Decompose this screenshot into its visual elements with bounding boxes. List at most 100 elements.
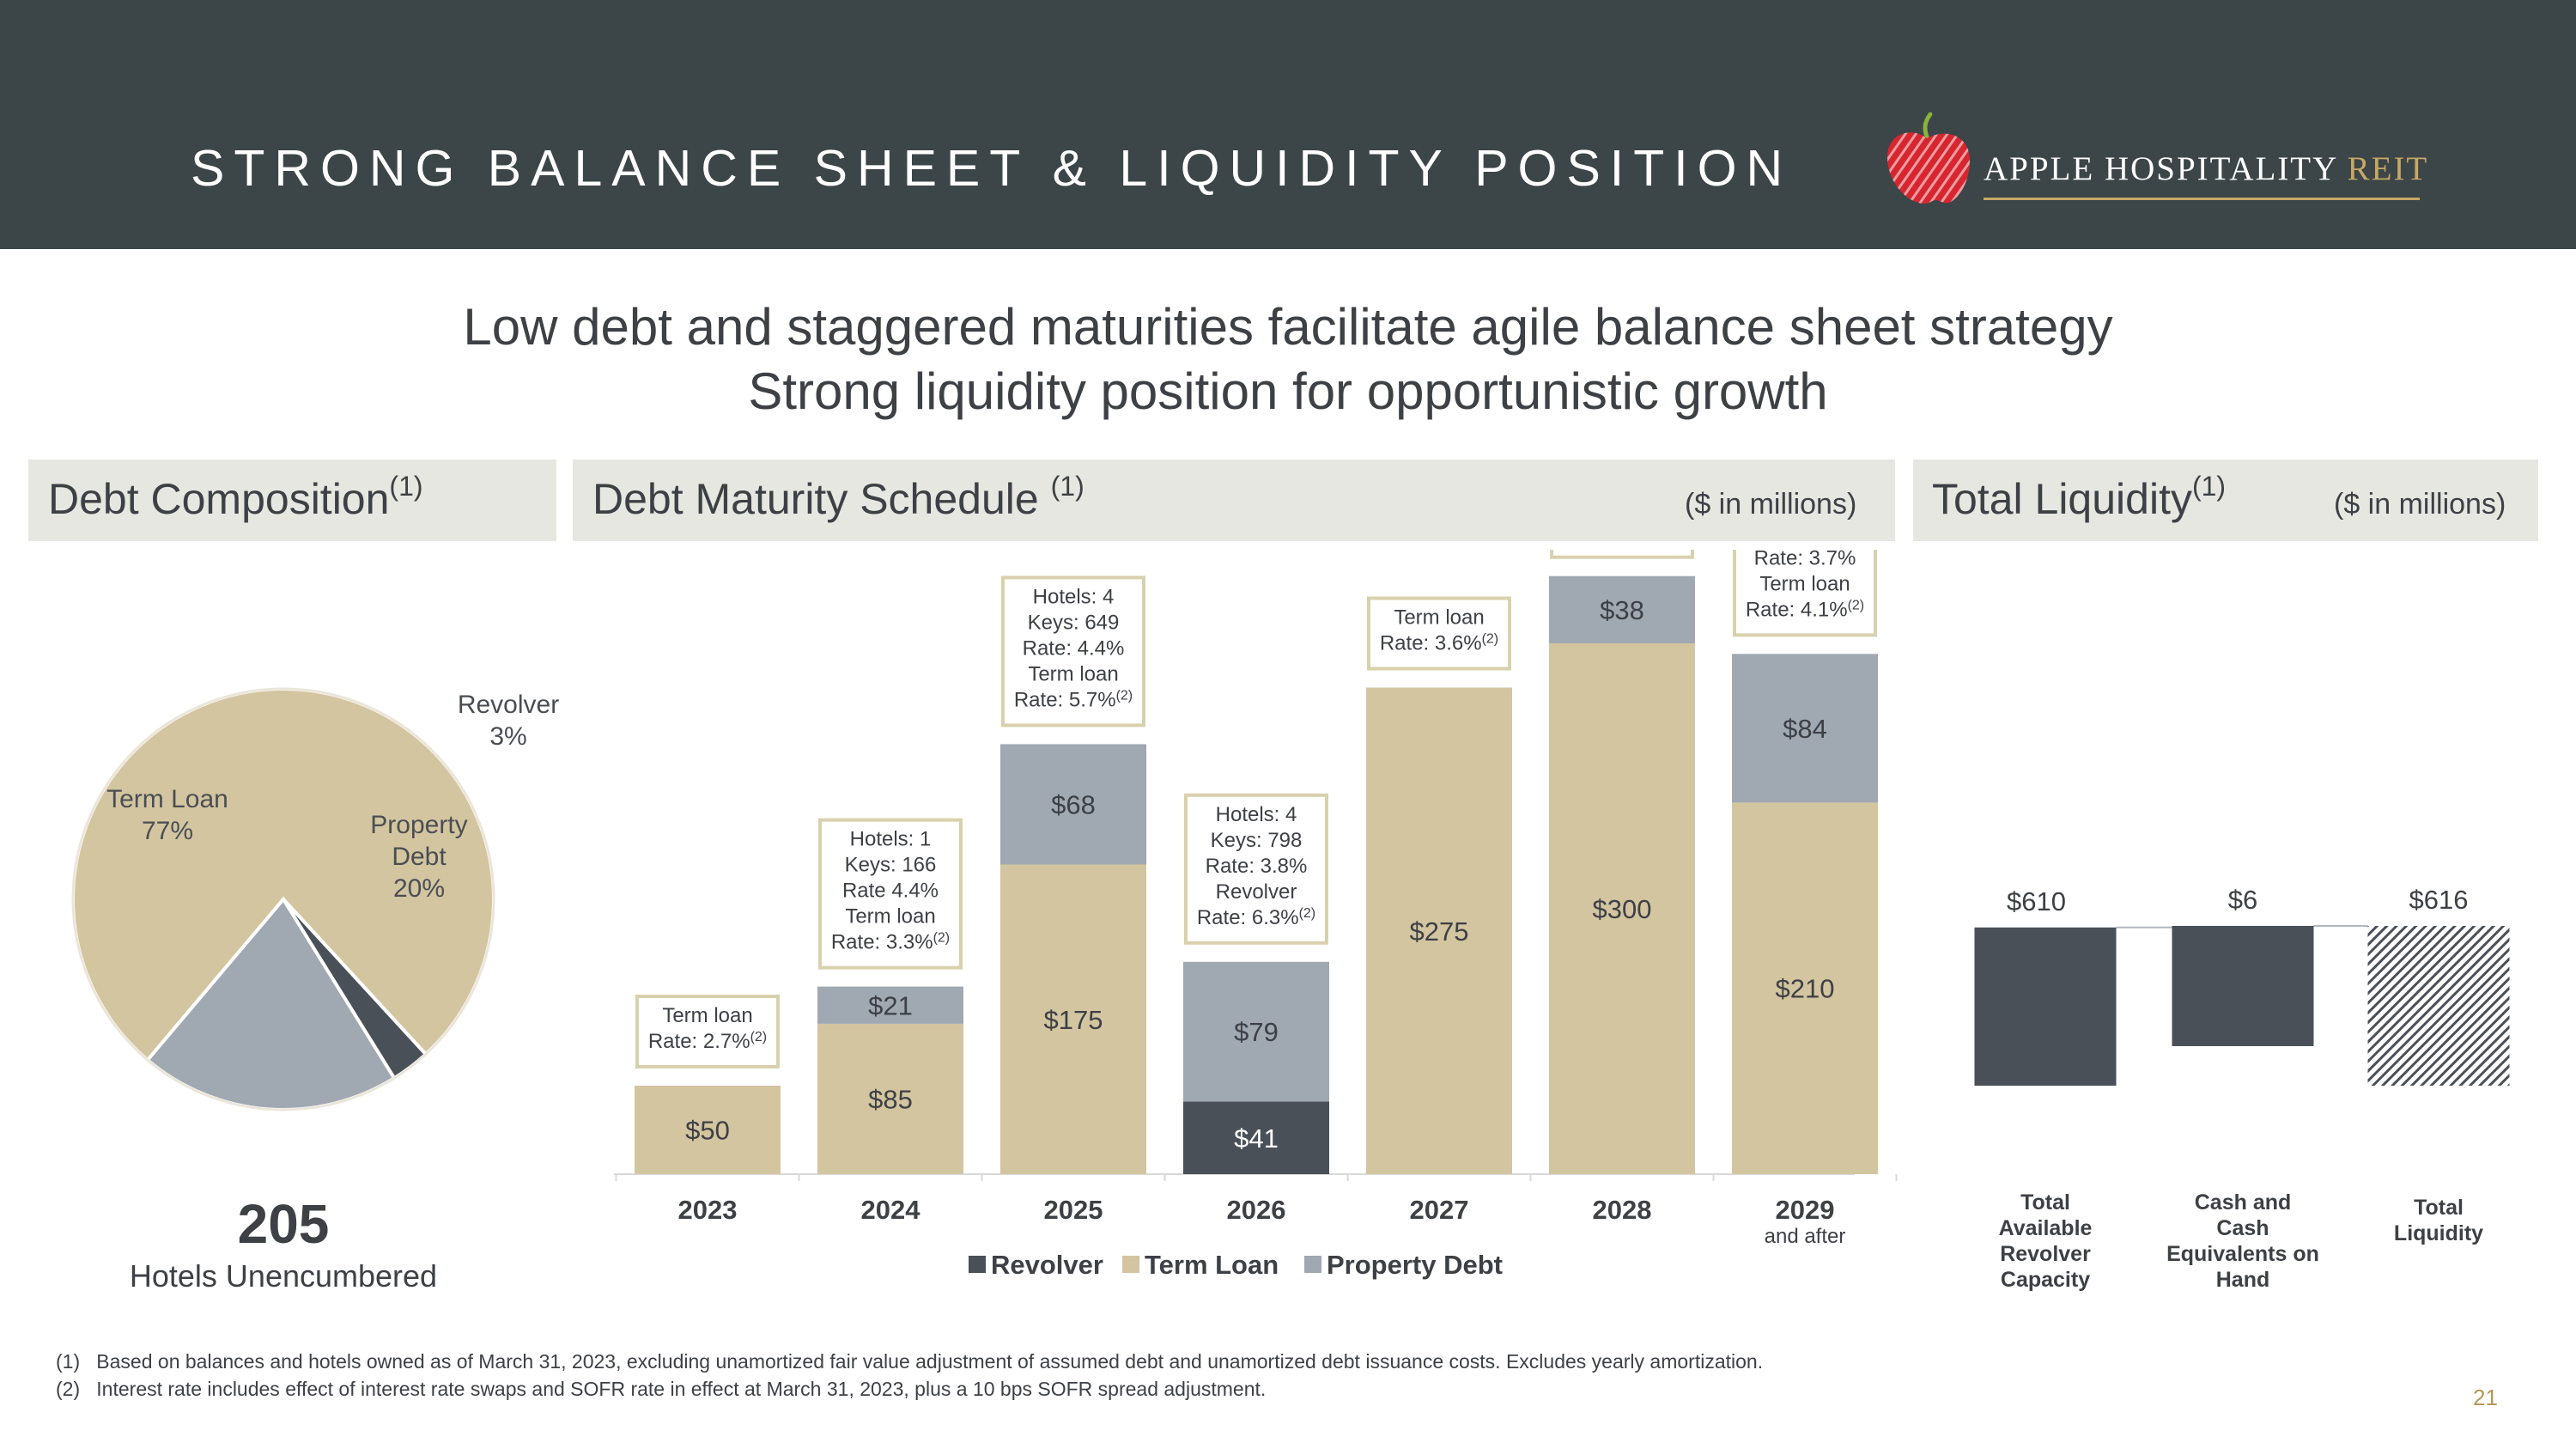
debt-maturity-bar-chart: $50 2023 $85 $21 2024 $175 $68 2025 $41 $79 2026 $2…	[614, 550, 1898, 1280]
total-liquidity-waterfall-chart: $610 Total Available Revolver Capacity $6 Cash…	[1974, 885, 2510, 1292]
annotation-2024: Hotels: 1 Keys: 166 Rate 4.4%Term loan Rate…	[818, 818, 963, 970]
total-liquidity-panel	[1913, 460, 2538, 541]
logo-wordmark: APPLE HOSPITALITY REIT	[1984, 149, 2428, 188]
bar-label-property-debt-2024: $21	[868, 990, 913, 1020]
bar-term-loan-2023	[635, 1086, 781, 1174]
annotation-box	[1550, 550, 1694, 559]
bar-term-loan-2027	[1366, 687, 1512, 1174]
bar-label-property-debt-2025: $68	[1051, 789, 1096, 819]
annotation-line: Rate: 5.7%(2)	[1014, 688, 1133, 711]
x-tick-label-2025: 2025	[1044, 1195, 1103, 1225]
total-liquidity-title-text: Total Liquidity	[1932, 475, 2192, 523]
annotation-line: Term loan	[662, 1004, 752, 1027]
subtitle-line-2: Strong liquidity position for opportunis…	[748, 362, 1828, 420]
x-tick-label-2029: 2029	[1776, 1195, 1835, 1225]
annotation-line: Rate 4.4%	[842, 880, 939, 903]
waterfall-bar-total-liquidity	[2367, 925, 2510, 1086]
debt-maturity-panel	[573, 460, 1895, 541]
bar-label-term-loan-2028: $300	[1593, 894, 1652, 924]
bar-label-property-debt-2029: $84	[1783, 714, 1827, 744]
hotels-unencumbered-label: Hotels Unencumbered	[129, 1258, 438, 1294]
footnote-ref: (1)	[1050, 471, 1084, 502]
annotation-line: Term loan	[845, 905, 935, 928]
annotation-box	[635, 995, 780, 1068]
annotation-line: Keys: 798	[1211, 829, 1303, 852]
annotation-line: Rate: 4.4%	[1023, 636, 1125, 660]
legend-swatch-term-loan	[1122, 1256, 1139, 1273]
debt-composition-title: Debt Composition(1)	[48, 471, 423, 524]
logo-underline	[1984, 198, 2420, 200]
x-tick-label-2023: 2023	[678, 1195, 738, 1225]
annotation-line: Rate: 4.1%(2)	[1746, 598, 1864, 621]
page-title: STRONG BALANCE SHEET & LIQUIDITY POSITIO…	[191, 140, 1793, 197]
annotation-line: Rate: 3.3%(2)	[831, 931, 950, 954]
waterfall-category-total-liquidity: Total Liquidity	[2394, 1196, 2483, 1245]
annotation-line: Term loan	[1394, 606, 1484, 630]
footnote-2: (2) Interest rate includes effect of int…	[56, 1378, 1266, 1401]
logo-reit-text: REIT	[2347, 150, 2429, 187]
bar-property-debt-2024	[817, 986, 963, 1024]
legend-label-revolver: Revolver	[991, 1250, 1103, 1280]
annotation-box	[1001, 575, 1145, 728]
footnote-number: (2)	[56, 1378, 81, 1400]
pie-outline	[71, 687, 495, 1111]
bar-label-term-loan-2023: $50	[685, 1116, 730, 1146]
bar-label-property-debt-2028: $38	[1600, 595, 1644, 625]
debt-composition-title-text: Debt Composition	[48, 475, 390, 523]
waterfall-category-total-available-revolver-capacity: Total Available Revolver Capacity	[1999, 1190, 2093, 1292]
x-tick-label-2027: 2027	[1410, 1195, 1469, 1225]
bar-label-term-loan-2027: $275	[1410, 916, 1469, 947]
waterfall-value-total-available-revolver-capacity: $610	[2007, 886, 2066, 916]
annotation-line: Keys: 649	[1028, 611, 1120, 634]
annotation-box	[818, 818, 963, 970]
pie-label-property-debt: Property Debt 20%	[370, 811, 467, 903]
legend-label-property-debt: Property Debt	[1327, 1250, 1503, 1280]
footnote-text: Interest rate includes effect of interes…	[96, 1378, 1267, 1400]
annotation-line: Hotels: 1	[850, 828, 932, 851]
legend-swatch-property-debt	[1304, 1256, 1321, 1273]
annotation-line: Rate: 3.6%(2)	[1380, 632, 1498, 655]
annotation-line: Hotels: 4	[1033, 585, 1115, 608]
annotation-box	[1367, 596, 1511, 671]
waterfall-category-cash-and-cash-equivalents-on-hand: Cash and Cash Equivalents on Hand	[2166, 1190, 2319, 1292]
annotation-box	[1733, 550, 1877, 637]
annotation-2026: Hotels: 4 Keys: 798 Rate: 3.8%RevolverRate…	[1184, 793, 1328, 945]
debt-maturity-title: Debt Maturity Schedule (1)	[592, 471, 1084, 524]
debt-maturity-units: ($ in millions)	[1685, 488, 1857, 521]
annotation-line: Rate: 2.7%(2)	[648, 1030, 767, 1053]
annotation-line: Hotels: 4	[1216, 803, 1297, 826]
total-liquidity-title: Total Liquidity(1)	[1932, 471, 2227, 524]
waterfall-bar-total-available-revolver-capacity	[1974, 927, 2117, 1086]
bar-term-loan-2024	[817, 1023, 963, 1174]
annotation-line: Rate: 3.8%	[1206, 855, 1308, 878]
page-number: 21	[2473, 1385, 2498, 1410]
bar-property-debt-2026	[1183, 961, 1329, 1102]
x-tick-sublabel-2029: and after	[1765, 1225, 1846, 1248]
bar-revolver-2026	[1183, 1101, 1329, 1174]
bar-property-debt-2025	[1000, 744, 1146, 865]
x-tick-label-2024: 2024	[861, 1195, 921, 1225]
bar-term-loan-2028	[1549, 643, 1695, 1174]
annotation-line: Rate: 6.3%(2)	[1197, 906, 1315, 929]
annotation-box	[1184, 793, 1328, 945]
annotation-line: Revolver	[1216, 880, 1297, 904]
header-bar	[0, 0, 2576, 249]
bar-label-revolver-2026: $41	[1234, 1123, 1279, 1154]
footnote-ref: (1)	[2191, 471, 2227, 502]
waterfall-value-cash-and-cash-equivalents-on-hand: $6	[2228, 885, 2257, 915]
debt-composition-pie-chart: Term Loan 77% Revolver 3% Property Debt 20%	[71, 687, 559, 1111]
bar-property-debt-2029	[1732, 654, 1878, 803]
bar-term-loan-2025	[1000, 864, 1146, 1174]
subtitle-line-1: Low debt and staggered maturities facili…	[463, 298, 2113, 356]
legend-swatch-revolver	[969, 1256, 986, 1273]
bar-property-debt-2028	[1549, 575, 1695, 643]
waterfall-value-total-liquidity: $616	[2409, 885, 2469, 915]
footnote-number: (1)	[56, 1350, 81, 1373]
annotation-line: Keys: 166	[845, 854, 937, 877]
waterfall-bar-cash-and-cash-equivalents-on-hand	[2172, 925, 2314, 1046]
bar-label-term-loan-2024: $85	[868, 1084, 913, 1114]
x-tick-label-2028: 2028	[1593, 1195, 1652, 1225]
